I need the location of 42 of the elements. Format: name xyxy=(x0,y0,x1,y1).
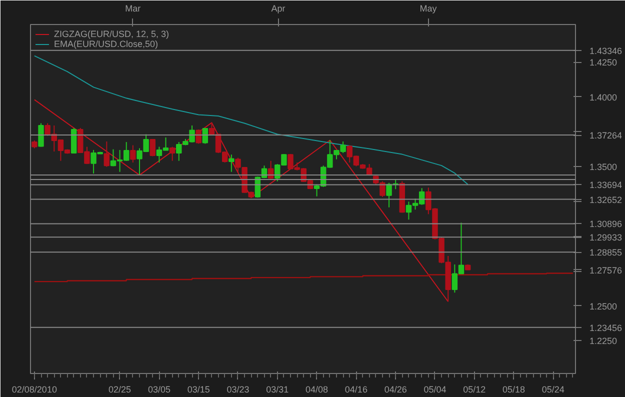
x-tick-label: 02/25 xyxy=(108,384,132,394)
x-tick-label: 02/08/2010 xyxy=(12,384,57,394)
candlestick xyxy=(130,144,136,164)
candlestick xyxy=(38,122,44,148)
y-tick-label: 1.4250 xyxy=(590,58,618,68)
x-tick-label: 03/05 xyxy=(148,384,170,394)
candlestick xyxy=(169,146,176,162)
y-tick-label: 1.3500 xyxy=(590,162,618,172)
candlestick xyxy=(104,140,110,168)
legend-label: EMA(EUR/USD.Close,50) xyxy=(54,39,158,49)
ref-line-label: 1.23456 xyxy=(590,322,622,333)
x-tick-label: 05/18 xyxy=(502,384,526,394)
y-tick-label: 1.2250 xyxy=(590,336,618,346)
x-tick-label: 03/15 xyxy=(187,384,210,394)
ref-line-label: 1.43346 xyxy=(590,46,622,56)
ref-line-label: 1.29933 xyxy=(590,232,622,243)
y-tick-label: 1.2500 xyxy=(590,301,618,312)
y-tick-label: 1.4000 xyxy=(590,92,618,102)
ref-line-label: 1.32652 xyxy=(590,194,622,205)
x2-tick-label: May xyxy=(420,4,438,14)
legend-label: ZIGZAG(EUR/USD, 12, 5, 3) xyxy=(54,29,170,39)
y-tick-label: 1.27576 xyxy=(590,265,622,276)
x2-tick-label: Mar xyxy=(125,4,141,14)
ref-line-label: 1.37264 xyxy=(590,130,622,141)
candlestick xyxy=(70,127,77,154)
line-series xyxy=(34,99,449,302)
line-series xyxy=(34,55,468,185)
x-tick-label: 05/24 xyxy=(542,384,564,394)
x-tick-label: 05/04 xyxy=(424,384,446,394)
x2-tick-label: Apr xyxy=(271,4,286,14)
x-tick-label: 04/08 xyxy=(306,384,328,394)
candlestick xyxy=(386,182,392,208)
ref-line-label: 1.28855 xyxy=(590,248,622,258)
ref-line-label: 1.33694 xyxy=(590,180,622,190)
x-tick-label: 04/26 xyxy=(384,384,407,394)
x-tick-label: 03/31 xyxy=(266,384,289,394)
x-tick-label: 04/16 xyxy=(344,384,368,394)
x-tick-label: 03/23 xyxy=(226,384,250,394)
ref-line-label: 1.30896 xyxy=(590,219,622,230)
x-tick-label: 05/12 xyxy=(463,384,486,394)
candlestick xyxy=(196,129,202,144)
candlestick xyxy=(228,154,234,172)
